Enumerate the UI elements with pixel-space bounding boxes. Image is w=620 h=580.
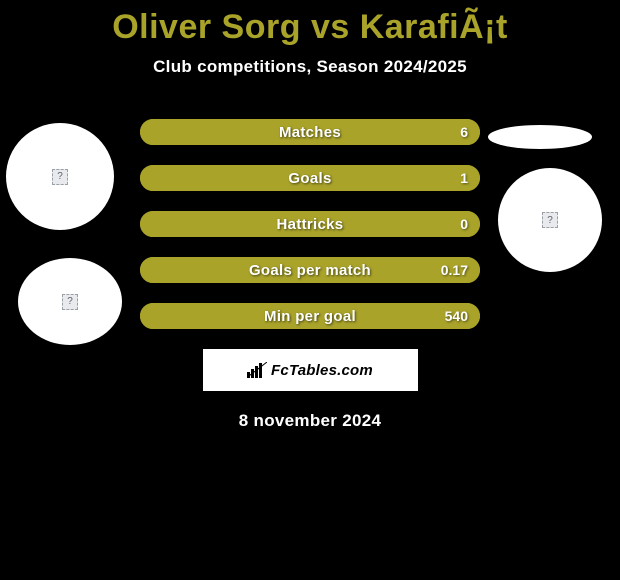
source-badge-label: FcTables.com bbox=[271, 362, 373, 379]
stat-row: Goals1 bbox=[140, 165, 480, 191]
stat-row: Min per goal540 bbox=[140, 303, 480, 329]
decorative-oval-1 bbox=[488, 125, 592, 149]
source-badge-text: FcTables.com bbox=[247, 362, 373, 379]
stat-right-value: 1 bbox=[460, 165, 468, 191]
broken-image-icon: ? bbox=[62, 294, 78, 310]
date-text: 8 november 2024 bbox=[0, 411, 620, 431]
stat-row: Goals per match0.17 bbox=[140, 257, 480, 283]
stat-label: Goals per match bbox=[140, 257, 480, 283]
decorative-circle-1: ? bbox=[6, 123, 114, 230]
stat-right-value: 540 bbox=[445, 303, 468, 329]
page-subtitle: Club competitions, Season 2024/2025 bbox=[0, 57, 620, 77]
stat-label: Min per goal bbox=[140, 303, 480, 329]
stat-row: Matches6 bbox=[140, 119, 480, 145]
stat-label: Matches bbox=[140, 119, 480, 145]
broken-image-icon: ? bbox=[52, 169, 68, 185]
broken-image-icon: ? bbox=[542, 212, 558, 228]
page-title: Oliver Sorg vs KarafiÃ¡t bbox=[0, 0, 620, 47]
decorative-circle-3: ? bbox=[498, 168, 602, 272]
decorative-circle-2: ? bbox=[18, 258, 122, 345]
stat-row: Hattricks0 bbox=[140, 211, 480, 237]
stat-right-value: 6 bbox=[460, 119, 468, 145]
stat-label: Goals bbox=[140, 165, 480, 191]
stat-right-value: 0.17 bbox=[441, 257, 468, 283]
source-badge: FcTables.com bbox=[203, 349, 418, 391]
bar-chart-icon bbox=[247, 362, 267, 378]
stat-right-value: 0 bbox=[460, 211, 468, 237]
stat-label: Hattricks bbox=[140, 211, 480, 237]
